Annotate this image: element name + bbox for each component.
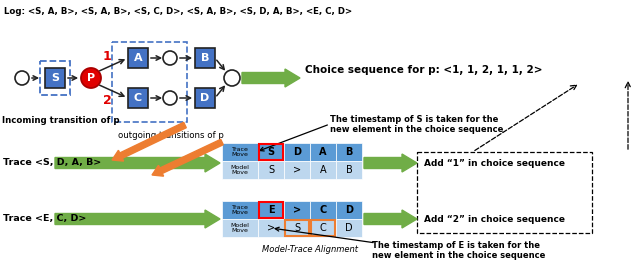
Text: D: D xyxy=(345,205,353,215)
Text: Model-Trace Alignment: Model-Trace Alignment xyxy=(262,245,358,254)
FancyBboxPatch shape xyxy=(336,201,362,219)
Text: Trace
Move: Trace Move xyxy=(232,147,248,157)
Text: C: C xyxy=(319,223,326,233)
FancyBboxPatch shape xyxy=(310,201,336,219)
Text: C: C xyxy=(134,93,142,103)
Text: Trace <S, D, A, B>: Trace <S, D, A, B> xyxy=(3,158,101,166)
FancyBboxPatch shape xyxy=(128,48,148,68)
Text: outgoing transitions of p: outgoing transitions of p xyxy=(118,131,224,140)
FancyBboxPatch shape xyxy=(336,219,362,237)
FancyArrow shape xyxy=(364,154,417,172)
Text: Choice sequence for p: <1, 1, 2, 1, 1, 2>: Choice sequence for p: <1, 1, 2, 1, 1, 2… xyxy=(305,65,543,75)
Text: S: S xyxy=(268,147,275,157)
FancyBboxPatch shape xyxy=(336,143,362,161)
FancyBboxPatch shape xyxy=(222,201,258,219)
FancyBboxPatch shape xyxy=(258,161,284,179)
Text: D: D xyxy=(345,223,353,233)
Text: >: > xyxy=(293,205,301,215)
FancyBboxPatch shape xyxy=(195,88,215,108)
FancyBboxPatch shape xyxy=(195,48,215,68)
Text: 2: 2 xyxy=(102,94,111,107)
Text: P: P xyxy=(87,73,95,83)
Text: Incoming transition of p: Incoming transition of p xyxy=(2,116,120,125)
FancyBboxPatch shape xyxy=(258,219,284,237)
FancyBboxPatch shape xyxy=(310,219,336,237)
Text: C: C xyxy=(319,205,326,215)
Text: S: S xyxy=(51,73,59,83)
Text: Model
Move: Model Move xyxy=(230,223,250,233)
FancyBboxPatch shape xyxy=(284,143,310,161)
Text: B: B xyxy=(346,147,353,157)
Text: B: B xyxy=(346,165,353,175)
Circle shape xyxy=(163,91,177,105)
Circle shape xyxy=(81,68,101,88)
Text: E: E xyxy=(268,205,275,215)
Text: D: D xyxy=(200,93,210,103)
Circle shape xyxy=(224,70,240,86)
FancyBboxPatch shape xyxy=(258,201,284,219)
Text: 1: 1 xyxy=(102,49,111,62)
FancyBboxPatch shape xyxy=(222,143,258,161)
Text: B: B xyxy=(201,53,209,63)
FancyArrow shape xyxy=(55,210,220,228)
FancyBboxPatch shape xyxy=(45,68,65,88)
FancyArrow shape xyxy=(152,139,223,176)
FancyBboxPatch shape xyxy=(258,143,284,161)
FancyBboxPatch shape xyxy=(128,88,148,108)
FancyBboxPatch shape xyxy=(284,219,310,237)
Text: >: > xyxy=(293,165,301,175)
Text: The timestamp of E is taken for the
new element in the choice sequence: The timestamp of E is taken for the new … xyxy=(372,241,545,260)
Text: >: > xyxy=(267,223,275,233)
FancyBboxPatch shape xyxy=(310,161,336,179)
Text: D: D xyxy=(293,147,301,157)
FancyBboxPatch shape xyxy=(284,161,310,179)
FancyBboxPatch shape xyxy=(222,161,258,179)
FancyBboxPatch shape xyxy=(336,161,362,179)
Text: A: A xyxy=(134,53,142,63)
Text: The timestamp of S is taken for the
new element in the choice sequence: The timestamp of S is taken for the new … xyxy=(330,115,504,134)
Text: Add “1” in choice sequence: Add “1” in choice sequence xyxy=(424,158,565,168)
Text: Trace
Move: Trace Move xyxy=(232,205,248,215)
Text: Log: <S, A, B>, <S, A, B>, <S, C, D>, <S, A, B>, <S, D, A, B>, <E, C, D>: Log: <S, A, B>, <S, A, B>, <S, C, D>, <S… xyxy=(4,7,352,16)
Text: Add “2” in choice sequence: Add “2” in choice sequence xyxy=(424,214,565,224)
Text: S: S xyxy=(268,165,274,175)
FancyArrow shape xyxy=(364,210,417,228)
FancyBboxPatch shape xyxy=(284,201,310,219)
FancyBboxPatch shape xyxy=(222,219,258,237)
Text: A: A xyxy=(319,147,327,157)
FancyArrow shape xyxy=(242,69,300,87)
Text: S: S xyxy=(294,223,300,233)
FancyArrow shape xyxy=(112,122,186,161)
Text: Trace <E, C, D>: Trace <E, C, D> xyxy=(3,214,86,224)
Text: Model
Move: Model Move xyxy=(230,164,250,176)
FancyBboxPatch shape xyxy=(310,143,336,161)
Text: A: A xyxy=(320,165,326,175)
FancyArrow shape xyxy=(55,154,220,172)
Circle shape xyxy=(15,71,29,85)
Circle shape xyxy=(163,51,177,65)
